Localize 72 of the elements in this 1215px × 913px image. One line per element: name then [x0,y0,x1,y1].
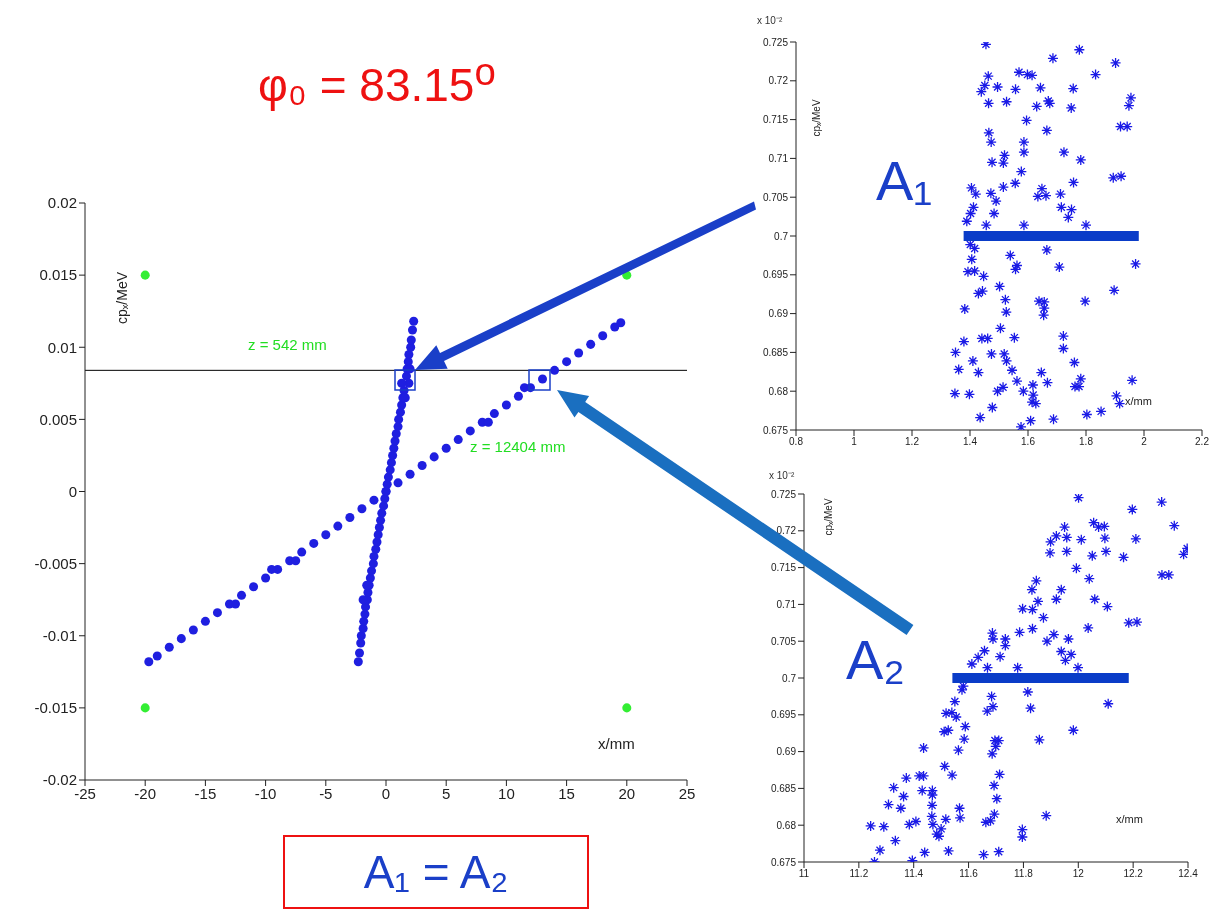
x-tick-label: 1 [851,436,858,448]
x-tick-label: 11.6 [959,868,979,880]
x-tick-label: -25 [74,784,96,802]
x-tick-label: 1.4 [963,436,978,448]
x-tick-label: 1.6 [1021,436,1036,448]
y-tick-label: 0.725 [762,36,789,48]
x-tick-label: 11.2 [849,868,869,880]
y-tick-label: 0.685 [770,782,797,794]
x-tick-label: 2.2 [1195,436,1210,448]
x-tick-label: 0.8 [789,436,804,448]
x-tick-label: -5 [319,784,333,802]
text: x 10⁻² [757,15,783,26]
y-axis-title: cpₓ/MeV [822,498,834,536]
y-tick-label: -0.01 [42,627,77,645]
y-tick-label: -0.005 [34,554,77,572]
y-tick-label: 0.695 [762,269,789,281]
y-tick-label: 0.69 [776,746,797,758]
x-tick-label: 15 [558,784,575,802]
y-tick-label: 0.02 [47,194,77,212]
y-tick-label: -0.02 [42,771,77,789]
y-tick-label: 0.715 [770,562,797,574]
y-tick-label: 0.01 [47,338,77,356]
y-tick-label: 0.725 [770,488,797,500]
y-tick-label: 0.71 [768,152,789,164]
annotation: A₁ [876,149,933,212]
chart-title: φ₀ = 83.15$^{o}$ [258,50,496,113]
x-axis-title: x/mm [598,735,635,752]
x-axis-title: x/mm [1116,813,1143,825]
y-tick-label: 0.705 [762,191,789,203]
y-tick-label: 0.705 [770,635,797,647]
y-tick-label: 0.715 [762,114,789,126]
x-tick-label: 10 [498,784,515,802]
y-tick-label: 0.72 [768,75,789,87]
x-tick-label: 1.8 [1079,436,1094,448]
x-tick-label: 5 [442,784,451,802]
y-tick-label: 0.675 [762,424,789,436]
x-axis-title: x/mm [1125,395,1152,407]
x-tick-label: -15 [194,784,217,802]
x-tick-label: -10 [254,784,277,802]
annotation: z = 12404 mm [470,438,566,455]
x-tick-label: 11.8 [1014,868,1034,880]
y-tick-label: 0.71 [776,598,797,610]
y-tick-label: 0.005 [39,410,77,428]
y-tick-label: 0.68 [776,819,797,831]
y-tick-label: 0.69 [768,308,789,320]
x-tick-label: 11.4 [904,868,924,880]
x-tick-label: 2 [1141,436,1148,448]
x-tick-label: 1.2 [905,436,920,448]
x-tick-label: 12.4 [1178,868,1199,880]
x-tick-label: 11 [798,868,810,880]
x-tick-label: -20 [134,784,157,802]
y-tick-label: 0.7 [782,672,797,684]
y-tick-label: 0.7 [774,230,789,242]
y-tick-label: 0.015 [39,266,77,284]
y-tick-label: 0.68 [768,385,789,397]
y-tick-label: -0.015 [34,699,77,717]
y-tick-label: 0.695 [770,709,797,721]
x-tick-label: 20 [618,784,636,802]
x-tick-label: 12 [1072,868,1085,880]
text-frame: A₁ = A₂ [283,835,589,909]
annotation: A₂ [846,628,906,691]
y-tick-label: 0.675 [770,856,797,868]
y-tick-label: 0.72 [776,525,797,537]
x-tick-label: 25 [678,784,696,802]
y-tick-label: 0 [68,482,77,500]
y-axis-title: cpₓ/MeV [810,99,822,137]
text: x 10⁻² [769,470,795,481]
x-tick-label: 0 [381,784,391,802]
annotation: z = 542 mm [248,336,327,353]
x-tick-label: 12.2 [1123,868,1144,880]
y-tick-label: 0.685 [762,346,789,358]
y-axis-title: cpₓ/MeV [114,271,130,325]
